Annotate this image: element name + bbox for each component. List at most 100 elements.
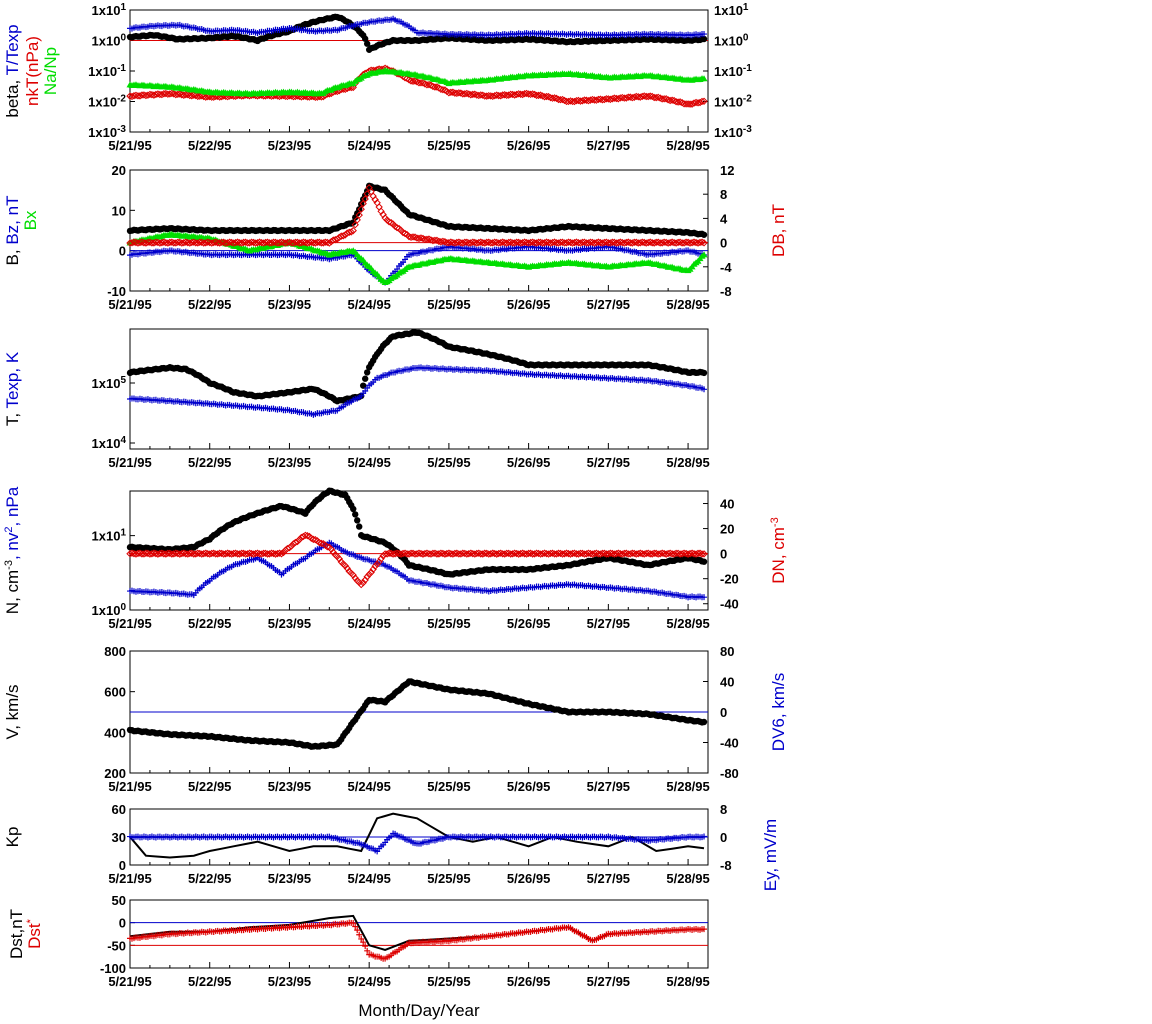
- data-point: [281, 239, 290, 247]
- data-point: [277, 238, 286, 246]
- data-point: [495, 239, 503, 247]
- data-point: [646, 238, 654, 246]
- right-tick-label: 0: [720, 236, 727, 251]
- data-point: [524, 239, 533, 247]
- data-point: [622, 94, 630, 102]
- x-tick-label: 5/28/95: [666, 974, 709, 989]
- data-point: [200, 239, 208, 247]
- series-t: [126, 329, 708, 405]
- right-tick-label: 0: [720, 547, 727, 562]
- data-point: [394, 266, 401, 273]
- data-point: [363, 40, 371, 47]
- data-point: [690, 238, 698, 246]
- data-point: [158, 90, 166, 99]
- data-point: [510, 91, 519, 99]
- left-tick-label: 400: [104, 725, 126, 740]
- left-axis-label: V, km/s: [3, 684, 22, 739]
- x-tick-label: 5/21/95: [108, 974, 151, 989]
- data-point: [489, 92, 497, 101]
- data-point: [528, 238, 537, 246]
- data-point: [590, 239, 599, 247]
- data-point: [354, 517, 361, 524]
- data-point: [170, 239, 178, 247]
- data-point: [182, 238, 190, 246]
- data-point: [538, 239, 547, 247]
- data-point: [457, 89, 465, 97]
- series-nanp: [126, 67, 708, 97]
- data-point: [361, 195, 369, 203]
- data-point: [317, 239, 326, 247]
- data-point: [646, 92, 654, 100]
- axis-label-b: B, Bz, nT: [3, 196, 22, 266]
- data-point: [196, 238, 204, 246]
- x-tick-label: 5/24/95: [347, 871, 390, 886]
- data-point: [385, 218, 393, 226]
- x-tick-label: 5/27/95: [587, 616, 630, 631]
- data-point: [481, 239, 489, 247]
- data-point: [237, 239, 246, 247]
- data-point: [353, 216, 361, 224]
- right-tick-label: 40: [720, 497, 734, 512]
- right-tick-label: 80: [720, 644, 734, 659]
- data-point: [156, 239, 164, 247]
- data-point: [323, 238, 332, 247]
- x-tick-label: 5/28/95: [666, 871, 709, 886]
- data-point: [419, 234, 427, 243]
- series-v: [126, 678, 708, 750]
- data-point: [393, 224, 401, 232]
- panel-1: 1x10-31x10-21x10-11x1001x1011x10-31x10-2…: [3, 2, 752, 154]
- data-point: [638, 238, 646, 246]
- left-tick-label: -10: [107, 284, 126, 299]
- data-point: [168, 238, 176, 246]
- data-point: [363, 369, 371, 376]
- data-point: [285, 238, 294, 246]
- data-point: [356, 206, 363, 213]
- right-tick-label: -8: [720, 858, 732, 873]
- data-point: [560, 239, 569, 247]
- x-tick-label: 5/23/95: [268, 871, 311, 886]
- data-point: [311, 239, 320, 247]
- data-point: [148, 239, 156, 247]
- x-tick-label: 5/28/95: [666, 455, 709, 470]
- data-point: [678, 98, 686, 107]
- left-tick-label: 0: [119, 916, 126, 931]
- right-tick-label: -40: [720, 736, 739, 751]
- x-tick-label: 5/25/95: [427, 974, 470, 989]
- left-tick-label: 1x104: [92, 435, 127, 452]
- data-point: [399, 228, 407, 237]
- right-axis-label-text: DV6, km/s: [769, 673, 788, 751]
- x-tick-label: 5/28/95: [666, 138, 709, 153]
- data-point: [411, 77, 419, 85]
- data-point: [576, 97, 585, 105]
- data-point: [512, 238, 521, 246]
- x-tick-label: 5/21/95: [108, 138, 151, 153]
- right-tick-label: 8: [720, 802, 727, 817]
- left-axis-label: B, Bz, nT Bx: [3, 196, 40, 266]
- data-point: [377, 207, 385, 216]
- data-point: [642, 239, 650, 247]
- data-point: [405, 76, 413, 84]
- data-point: [138, 238, 146, 246]
- data-point: [560, 96, 569, 105]
- right-tick-label: -80: [720, 766, 739, 781]
- data-point: [413, 78, 421, 86]
- data-point: [602, 238, 611, 246]
- x-tick-label: 5/22/95: [188, 455, 231, 470]
- data-point: [409, 233, 417, 241]
- data-point: [307, 238, 316, 246]
- data-point: [303, 239, 312, 247]
- data-point: [584, 97, 593, 105]
- data-point: [572, 238, 581, 246]
- data-point: [628, 239, 636, 247]
- data-point: [208, 239, 216, 247]
- x-tick-label: 5/24/95: [347, 779, 390, 794]
- series-n: [126, 487, 708, 578]
- data-point: [520, 238, 529, 246]
- data-point: [325, 239, 334, 247]
- x-tick-label: 5/24/95: [347, 974, 390, 989]
- x-tick-label: 5/23/95: [268, 455, 311, 470]
- x-tick-label: 5/23/95: [268, 297, 311, 312]
